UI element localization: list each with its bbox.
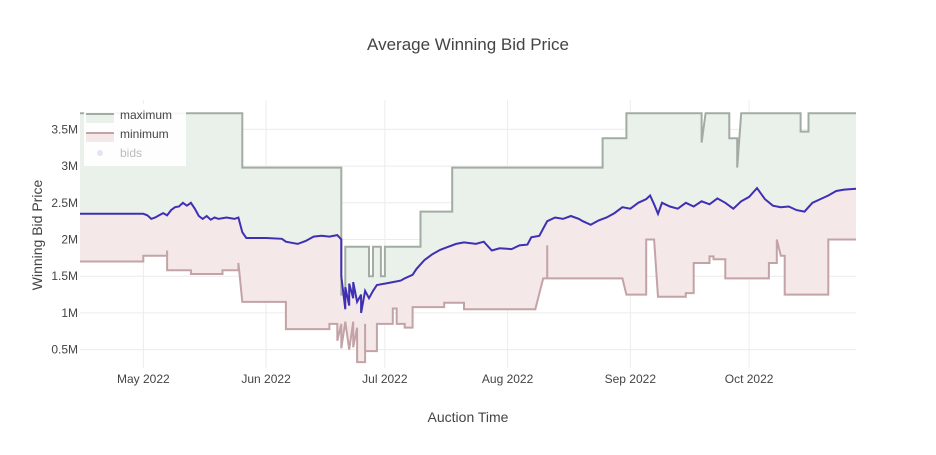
legend[interactable]: maximum minimum bids bbox=[84, 104, 186, 166]
chart-title: Average Winning Bid Price bbox=[367, 35, 569, 54]
range-fills bbox=[80, 113, 856, 363]
x-tick-label: Sep 2022 bbox=[605, 372, 657, 386]
y-tick-label: 2M bbox=[61, 233, 78, 247]
y-tick-label: 3M bbox=[61, 159, 78, 173]
x-tick-label: Jun 2022 bbox=[241, 372, 291, 386]
maximum-line bbox=[80, 112, 856, 296]
y-tick-label: 1.5M bbox=[51, 269, 78, 283]
maximum-fill bbox=[80, 113, 856, 313]
series-lines bbox=[80, 112, 857, 364]
legend-maximum-swatch bbox=[86, 114, 114, 123]
y-axis-title: Winning Bid Price bbox=[29, 180, 45, 291]
legend-maximum-label[interactable]: maximum bbox=[120, 108, 172, 122]
x-tick-label: Jul 2022 bbox=[362, 372, 408, 386]
legend-minimum-label[interactable]: minimum bbox=[120, 127, 169, 141]
x-tick-label: May 2022 bbox=[117, 372, 170, 386]
y-tick-label: 1M bbox=[61, 306, 78, 320]
minimum-fill bbox=[80, 188, 856, 363]
minimum-line bbox=[80, 238, 856, 364]
legend-bids-marker bbox=[97, 150, 103, 156]
x-tick-label: Oct 2022 bbox=[725, 372, 774, 386]
y-tick-label: 3.5M bbox=[51, 122, 78, 136]
x-axis-title: Auction Time bbox=[428, 409, 509, 425]
legend-minimum-swatch bbox=[86, 133, 114, 142]
axis-ticks: 0.5M 1M 1.5M 2M 2.5M 3M 3.5M May 2022 Jun 2022 Ju… bbox=[51, 122, 773, 386]
legend-bids-label[interactable]: bids bbox=[120, 146, 142, 160]
bids-line bbox=[80, 186, 857, 314]
x-tick-label: Aug 2022 bbox=[482, 372, 534, 386]
y-tick-label: 2.5M bbox=[51, 196, 78, 210]
y-tick-label: 0.5M bbox=[51, 343, 78, 357]
